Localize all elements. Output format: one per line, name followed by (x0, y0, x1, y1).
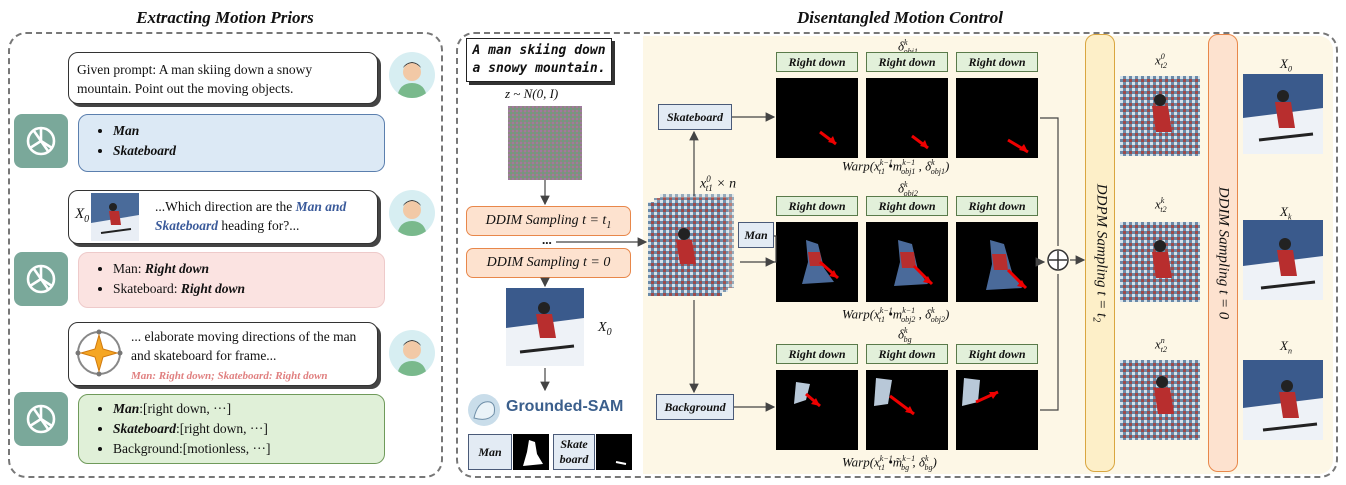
warped-skateboard-frame (956, 78, 1038, 158)
noise-image (508, 106, 582, 180)
elaborate-bubble: ... elaborate moving directions of the m… (68, 322, 378, 386)
gpt-answer-framewise: Man:[right down, ···] Skateboard:[right … (78, 394, 385, 464)
direction-bubble: X0 ...Which direction are the Man and Sk… (68, 190, 378, 244)
output-xn-label: Xn (1280, 338, 1292, 356)
object-skateboard: Skateboard (658, 104, 732, 130)
compass-icon (75, 329, 123, 377)
ellipsis: ... (542, 232, 552, 247)
gpt-answer-directions: Man: Right down Skateboard: Right down (78, 252, 385, 308)
prompt-bubble: Given prompt: A man skiing down a snowy … (68, 52, 378, 104)
answer-item: Skateboard: Right down (113, 279, 384, 299)
xt2-k-image (1120, 222, 1200, 302)
warped-background-frame (866, 370, 948, 450)
warped-man-frame (866, 222, 948, 302)
warp-formula-bg: Warp(xk−1t1 •m̃k−1bg , δkbg) (842, 454, 937, 472)
mask-label-man: Man (468, 434, 512, 470)
latent-stack (648, 194, 736, 298)
user-avatar-icon (389, 190, 435, 236)
man-mask-image (513, 434, 549, 470)
direction-label: Right down (776, 196, 858, 216)
answer-item: Man:[right down, ···] (113, 399, 384, 419)
grounded-sam-label: Grounded-SAM (506, 398, 624, 415)
warped-skateboard-frame (776, 78, 858, 158)
output-xn-image (1243, 360, 1323, 440)
warp-formula-obj1: Warp(xk−1t1 •mk−1obj1 , δkobj1) (842, 158, 950, 176)
left-title: Extracting Motion Priors (136, 8, 314, 27)
skateboard-mask-image (596, 434, 632, 470)
direction-label: Right down (776, 52, 858, 72)
noise-label: z ~ N(0, I) (505, 86, 559, 101)
chatgpt-icon (14, 252, 68, 306)
ddim-sampling-t0: DDIM Sampling t = 0 (466, 248, 631, 278)
x0-caption: X0 (598, 320, 612, 338)
warp-formula-obj2: Warp(xk−1t1 •mk−1obj2 , δkobj2) (842, 306, 950, 324)
prompt-text: Given prompt: A man skiing down a snowy … (77, 62, 313, 96)
direction-label: Right down (866, 344, 948, 364)
right-title: Disentangled Motion Control (797, 8, 1003, 27)
output-xk-label: Xk (1280, 204, 1292, 222)
answer-item: Skateboard (113, 141, 384, 161)
output-x0-label: X0 (1280, 56, 1292, 74)
object-background: Background (656, 394, 734, 420)
sum-icon (1046, 248, 1070, 272)
xt2-n-image (1120, 360, 1200, 440)
grounded-sam-logo: Grounded-SAM (466, 392, 636, 428)
answer-item: Man: Right down (113, 259, 384, 279)
direction-label: Right down (866, 196, 948, 216)
direction-label: Right down (956, 344, 1038, 364)
delta-bg-label: δkbg (898, 326, 912, 344)
xt2-0-label: x0t2 (1155, 52, 1168, 70)
chatgpt-icon (14, 114, 68, 168)
gpt-answer-objects: Man Skateboard (78, 114, 385, 172)
ddim-sampling-t1: DDIM Sampling t = t1 (466, 206, 631, 236)
ddim-final-sampling-bar: DDIM Sampling t = 0 (1208, 34, 1238, 472)
warped-background-frame (956, 370, 1038, 450)
mask-label-skateboard: Skate board (553, 434, 595, 470)
x0-image (506, 288, 584, 366)
chatgpt-icon (14, 392, 68, 446)
right-panel (456, 32, 1338, 478)
xt2-n-label: xnt2 (1155, 336, 1168, 354)
answer-item: Background:[motionless, ···] (113, 439, 384, 459)
output-xk-image (1243, 220, 1323, 300)
warped-background-frame (776, 370, 858, 450)
answer-item: Man (113, 121, 384, 141)
direction-label: Right down (776, 344, 858, 364)
direction-label: Right down (956, 52, 1038, 72)
user-avatar-icon (389, 330, 435, 376)
x0-thumbnail (91, 193, 139, 241)
xt2-k-label: xkt2 (1155, 196, 1167, 214)
elaborate-answer-hint: Man: Right down; Skateboard: Right down (131, 370, 328, 382)
ddpm-sampling-bar: DDPM Sampling t = t2 (1085, 34, 1115, 472)
xt2-0-image (1120, 76, 1200, 156)
answer-item: Skateboard:[right down, ···] (113, 419, 384, 439)
text-prompt: A man skiing down a snowy mountain. (466, 38, 612, 82)
warped-skateboard-frame (866, 78, 948, 158)
object-man: Man (738, 222, 774, 248)
elaborate-text: ... elaborate moving directions of the m… (131, 329, 357, 363)
direction-label: Right down (956, 196, 1038, 216)
output-x0-image (1243, 74, 1323, 154)
x0-label: X0 (75, 206, 90, 225)
user-avatar-icon (389, 52, 435, 98)
latent-label: x0t1 × n (700, 174, 737, 194)
direction-question: ...Which direction are the Man and Skate… (155, 199, 347, 233)
delta-obj1-label: δkobj1 (898, 38, 918, 56)
left-panel (8, 32, 443, 478)
delta-obj2-label: δkobj2 (898, 180, 918, 198)
warped-man-frame (776, 222, 858, 302)
warped-man-frame (956, 222, 1038, 302)
direction-label: Right down (866, 52, 948, 72)
